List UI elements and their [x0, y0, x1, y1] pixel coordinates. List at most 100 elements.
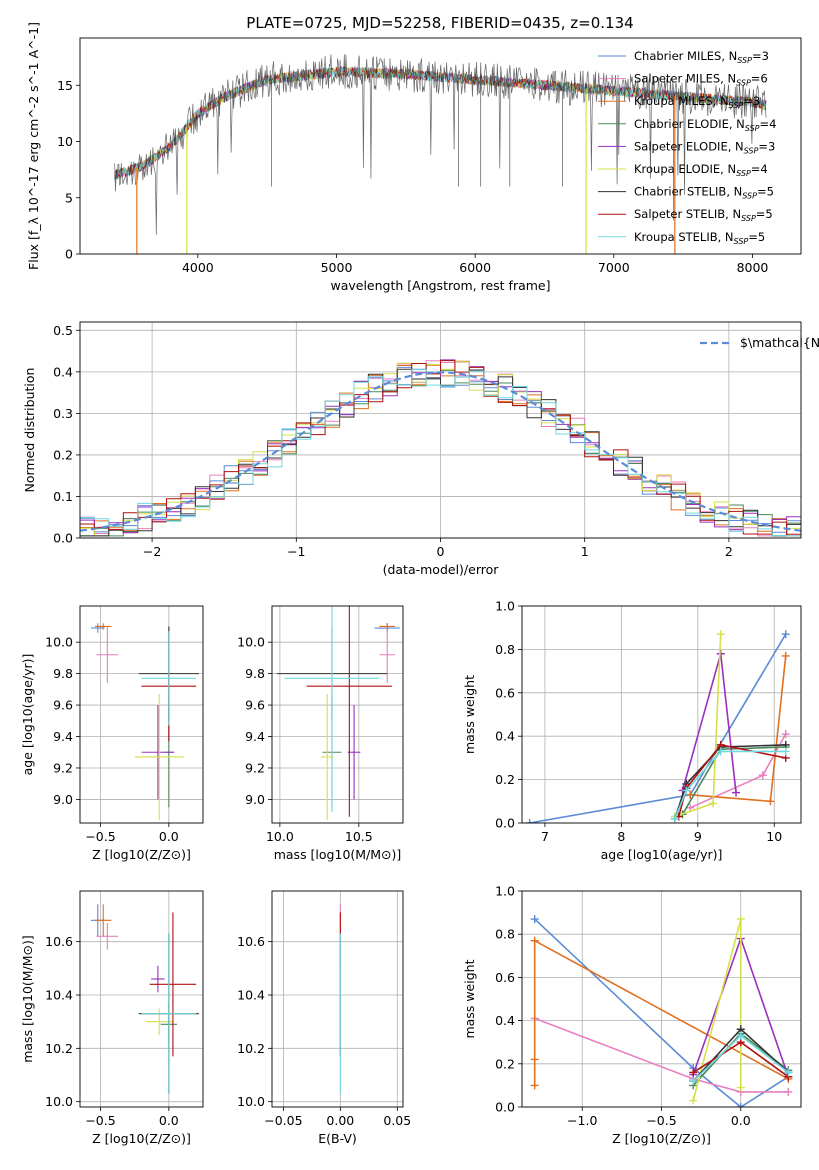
x-tick-label: 10	[766, 829, 782, 844]
y-axis-label: mass [log10(M/M⊙)]	[20, 935, 35, 1063]
y-tick-label: 10.0	[45, 635, 73, 650]
y-tick-label: 10.4	[237, 988, 265, 1003]
y-tick-label: 10.0	[237, 1094, 265, 1109]
weight-marker	[525, 819, 534, 823]
x-axis-label: (data-model)/error	[383, 562, 500, 577]
weight-marker	[736, 915, 745, 924]
x-tick-label: −1	[287, 544, 305, 559]
weight-marker	[736, 1103, 745, 1107]
y-tick-label: 0.2	[495, 772, 515, 787]
legend-label-salpeter_stelib: Salpeter STELIB, NSSP=5	[634, 207, 773, 223]
x-tick-label: 8000	[737, 260, 769, 275]
y-tick-label: 9.8	[245, 666, 265, 681]
weight-marker	[758, 771, 767, 780]
y-tick-label: 0.4	[495, 729, 515, 744]
legend-label-kroupa_miles: Kroupa MILES, NSSP=3	[634, 94, 760, 110]
axes-spectrum: 4000 5000 6000 7000 8000 0 5 10 15 wavelength [An…	[26, 22, 802, 293]
y-tick-label: 10.6	[237, 934, 265, 949]
x-tick-label: 6000	[459, 260, 491, 275]
x-tick-label: −1.0	[567, 1113, 597, 1128]
x-tick-label: 0.0	[731, 1113, 751, 1128]
y-tick-label: 10	[57, 134, 73, 149]
x-axis-label: mass [log10(M/M⊙)]	[274, 847, 402, 862]
weight-marker	[736, 1031, 745, 1040]
axes-residuals: −2 −1 0 1 2 0.0 0.1 0.2 0.3 0.4 0.5 (data-model)/er…	[22, 321, 819, 577]
x-tick-label: −0.5	[85, 1113, 115, 1128]
y-tick-label: 0.0	[495, 816, 515, 831]
x-tick-label: 8	[617, 829, 625, 844]
y-tick-label: 10.0	[237, 635, 265, 650]
weight-marker	[732, 788, 741, 797]
weight-marker	[689, 1068, 698, 1077]
weight-line-kroupa_stelib	[674, 750, 786, 819]
y-tick-label: 9.0	[53, 792, 73, 807]
weight-marker	[530, 936, 539, 945]
plot-area-weight_Z	[530, 915, 793, 1107]
figure-title: PLATE=0725, MJD=52258, FIBERID=0435, z=0…	[246, 14, 633, 32]
y-tick-label: 9.6	[245, 698, 265, 713]
weight-line-salpeter_miles	[534, 1017, 789, 1093]
y-tick-label: 15	[57, 78, 73, 93]
axes-age_mass: 10.0 10.5 9.0 9.2 9.4 9.6 9.8 10.0 mass [log10(M…	[237, 605, 404, 862]
axes-frame	[79, 37, 802, 255]
legend-label-chabrier_stelib: Chabrier STELIB, NSSP=5	[634, 185, 774, 201]
plot-area-mass_Z	[90, 904, 199, 1094]
axes-weight_Z: −1.0 −0.5 0.0 0.0 0.2 0.4 0.6 0.8 1.0 Z [log10(Z/…	[462, 884, 802, 1146]
x-axis-label: wavelength [Angstrom, rest frame]	[330, 278, 550, 293]
weight-marker	[736, 1083, 745, 1092]
plot-area-residuals	[80, 359, 801, 537]
weight-marker	[716, 630, 725, 639]
weight-marker	[784, 1068, 793, 1077]
x-tick-label: 0.05	[383, 1113, 411, 1128]
x-tick-label: 4000	[182, 260, 214, 275]
weight-marker	[766, 797, 775, 806]
y-axis-label: Flux [f_λ 10^-17 erg cm^-2 s^-1 A^-1]	[26, 22, 41, 270]
weight-marker	[784, 1087, 793, 1096]
x-tick-label: 1	[581, 544, 589, 559]
y-tick-label: 0.5	[53, 323, 73, 338]
y-tick-label: 9.4	[245, 729, 265, 744]
weight-marker	[530, 1081, 539, 1090]
x-axis-label: E(B-V)	[318, 1131, 357, 1146]
y-tick-label: 10.4	[45, 988, 73, 1003]
weight-marker	[781, 630, 790, 639]
x-tick-label: 7000	[598, 260, 630, 275]
axes-frame	[79, 605, 204, 824]
plot-area-age_Z	[90, 623, 199, 820]
y-axis-label: mass weight	[462, 959, 477, 1038]
weight-marker	[670, 814, 679, 823]
axes-frame	[79, 890, 204, 1108]
legend-label-salpeter_elodie: Salpeter ELODIE, NSSP=3	[634, 139, 775, 155]
y-tick-label: 1.0	[495, 599, 515, 614]
x-tick-label: −0.05	[264, 1113, 302, 1128]
weight-marker	[530, 915, 539, 924]
spectrum-chabrier_stelib	[114, 54, 767, 235]
x-tick-label: 0.0	[159, 1113, 179, 1128]
y-tick-label: 0.4	[495, 1013, 515, 1028]
y-tick-label: 10.2	[45, 1041, 73, 1056]
y-tick-label: 10.2	[237, 1041, 265, 1056]
y-tick-label: 10.0	[45, 1094, 73, 1109]
axes-frame	[271, 605, 404, 824]
y-tick-label: 0.8	[495, 642, 515, 657]
x-tick-label: 10.5	[345, 829, 373, 844]
x-tick-label: 10.0	[266, 829, 294, 844]
x-tick-label: 9	[694, 829, 702, 844]
axes-age_Z: −0.5 0.0 9.0 9.2 9.4 9.6 9.8 10.0 Z [log10(Z/Z⊙)…	[20, 605, 204, 862]
histogram-kroupa_stelib	[80, 369, 801, 537]
y-tick-label: 0.6	[495, 970, 515, 985]
weight-marker	[689, 1096, 698, 1105]
weight-marker	[682, 786, 691, 795]
axes-weight_age: 7 8 9 10 0.0 0.2 0.4 0.6 0.8 1.0 age [log10(age/yr…	[462, 599, 802, 862]
y-tick-label: 0.0	[53, 531, 73, 546]
weight-marker	[781, 651, 790, 660]
axes-mass_Z: −0.5 0.0 10.0 10.2 10.4 10.6 Z [log10(Z/Z⊙)] ma…	[20, 890, 204, 1146]
x-tick-label: 7	[541, 829, 549, 844]
y-tick-label: 5	[65, 190, 73, 205]
spectrum-legend: Chabrier MILES, NSSP=3 Salpeter MILES, NS…	[598, 49, 776, 246]
y-tick-label: 9.0	[245, 792, 265, 807]
x-tick-label: −0.5	[646, 1113, 676, 1128]
x-tick-label: 2	[725, 544, 733, 559]
axes-frame	[521, 890, 802, 1108]
